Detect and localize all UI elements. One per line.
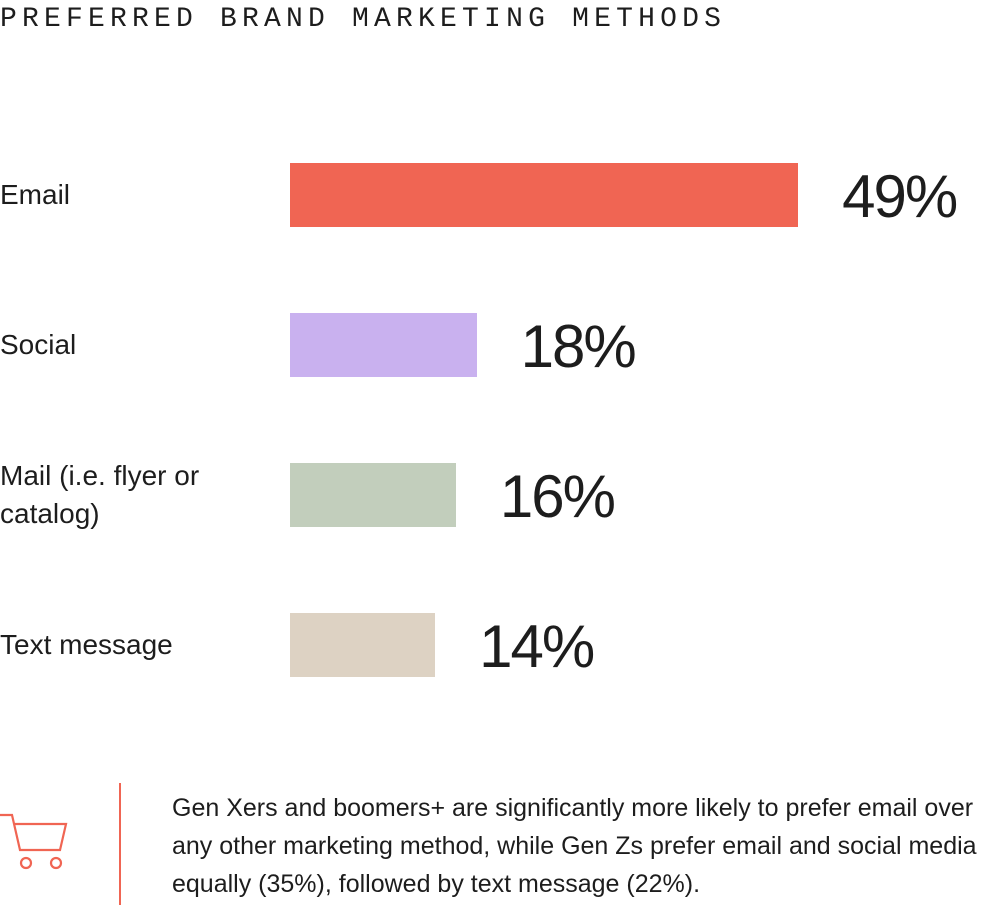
category-label: Mail (i.e. flyer or catalog) [0,460,200,529]
chart-title: PREFERRED BRAND MARKETING METHODS [0,4,727,35]
value-label: 18% [520,313,637,380]
value-label: 49% [842,163,958,230]
category-label: Social [0,329,77,360]
bar [290,313,477,377]
bar [290,463,456,527]
bar [290,163,799,227]
category-label: Email [0,179,71,210]
bar [290,613,436,677]
value-label: 16% [499,463,616,530]
category-label: Text message [0,629,173,660]
cart-icon [0,813,68,870]
divider [119,783,121,905]
value-label: 14% [479,613,595,680]
annotation: Gen Xers and boomers+ are significantly … [172,794,977,898]
